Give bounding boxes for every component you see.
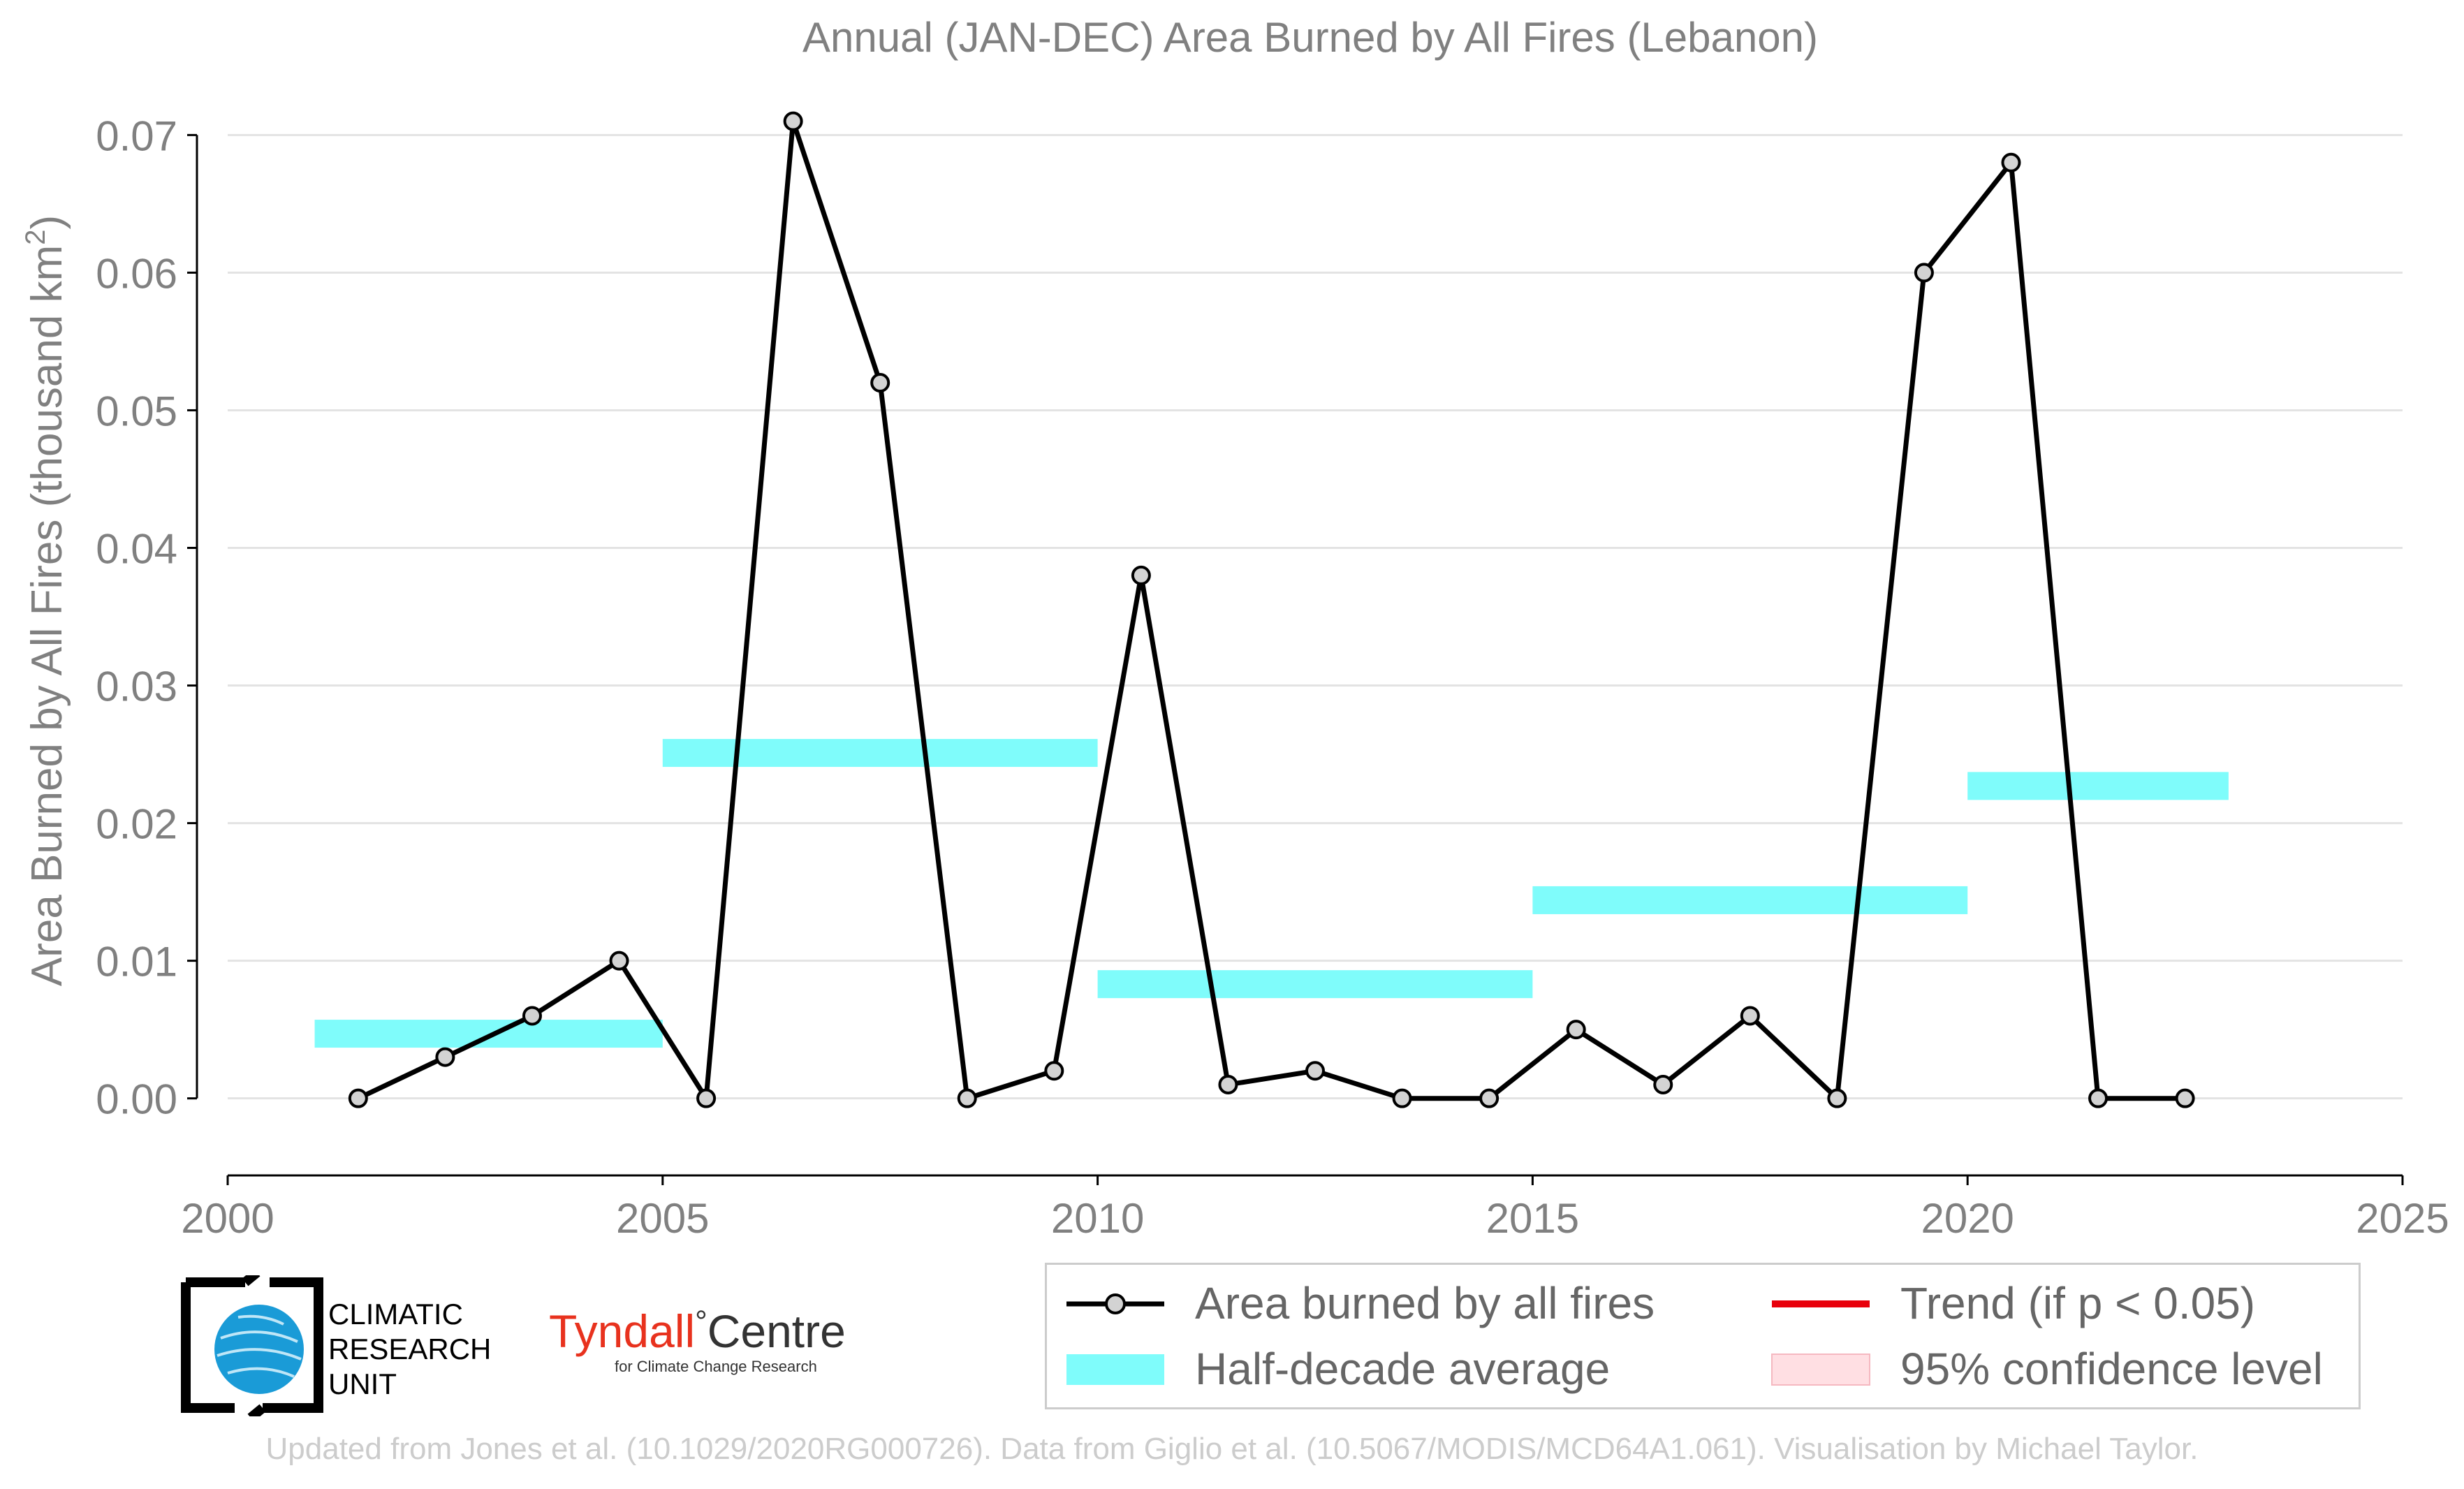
- data-point: [1044, 1061, 1064, 1081]
- data-point: [1218, 1074, 1238, 1094]
- data-point: [1653, 1074, 1673, 1094]
- legend-label-trend: Trend (if p < 0.05): [1900, 1278, 2256, 1328]
- data-point: [1827, 1088, 1847, 1108]
- y-tick-label: 0.04: [96, 525, 177, 572]
- tyndall-subtitle: for Climate Change Research: [615, 1358, 817, 1375]
- half-decade-bar: [1967, 772, 2229, 800]
- cru-logo-mark: [181, 1268, 323, 1422]
- x-tick-label: 2000: [181, 1195, 274, 1242]
- y-tick-label: 0.03: [96, 663, 177, 710]
- x-tick-label: 2025: [2356, 1195, 2449, 1242]
- x-tick-label: 2020: [1921, 1195, 2014, 1242]
- y-tick-label: 0.01: [96, 939, 177, 985]
- data-point: [696, 1088, 717, 1108]
- data-point: [1566, 1020, 1586, 1040]
- legend-swatches: [1066, 1293, 1870, 1386]
- data-point: [957, 1088, 977, 1108]
- tyndall-centre: Centre: [707, 1305, 846, 1357]
- chart-plot: Annual (JAN-DEC) Area Burned by All Fire…: [20, 14, 2449, 1242]
- half-decade-bar: [662, 739, 1098, 768]
- tyndall-degree: °: [695, 1305, 707, 1339]
- data-point: [435, 1047, 455, 1067]
- legend-swatch-marker: [1105, 1293, 1126, 1314]
- cru-text-line1: CLIMATIC: [328, 1298, 463, 1330]
- data-point: [1740, 1006, 1760, 1026]
- legend-swatch-half-decade: [1066, 1354, 1164, 1385]
- half-decade-bar: [1532, 886, 1968, 914]
- data-point: [2175, 1088, 2195, 1108]
- tyndall-main: Tyndall: [549, 1305, 696, 1357]
- data-point: [348, 1088, 368, 1108]
- legend: Area burned by all fires Trend (if p < 0…: [1045, 1263, 2361, 1409]
- y-tick-label: 0.07: [96, 112, 177, 159]
- footer-credits: Updated from Jones et al. (10.1029/2020R…: [265, 1432, 2199, 1466]
- data-point: [1392, 1088, 1412, 1108]
- data-point: [2088, 1088, 2109, 1108]
- data-point: [1479, 1088, 1499, 1108]
- data-point: [783, 111, 803, 131]
- data-point: [1305, 1061, 1325, 1081]
- series-line: [357, 119, 2185, 1101]
- x-tick-label: 2010: [1051, 1195, 1144, 1242]
- y-tick-label: 0.00: [96, 1076, 177, 1123]
- data-point: [609, 951, 629, 971]
- half-decade-bar: [1097, 970, 1533, 999]
- tyndall-logo: Tyndall°Centre: [549, 1305, 846, 1358]
- legend-label-confidence: 95% confidence level: [1900, 1344, 2323, 1394]
- cru-text-line2: RESEARCH: [328, 1333, 492, 1365]
- y-axis-label: Area Burned by All Fires (thousand km2): [20, 215, 71, 986]
- cru-logo: [179, 1268, 409, 1422]
- x-tick-label: 2015: [1486, 1195, 1579, 1242]
- legend-swatch-confidence: [1771, 1354, 1870, 1386]
- y-tick-label: 0.02: [96, 801, 177, 848]
- half-decade-bar: [314, 1020, 663, 1048]
- x-tick-label: 2005: [616, 1195, 709, 1242]
- legend-label-half-decade: Half-decade average: [1195, 1344, 1611, 1394]
- cru-text-line3: UNIT: [328, 1367, 397, 1400]
- data-point: [870, 373, 890, 393]
- chart-title: Annual (JAN-DEC) Area Burned by All Fire…: [802, 14, 1818, 61]
- y-tick-label: 0.05: [96, 388, 177, 434]
- legend-label-area-burned: Area burned by all fires: [1195, 1278, 1655, 1328]
- y-tick-label: 0.06: [96, 250, 177, 297]
- data-point: [1131, 565, 1151, 585]
- data-point: [1914, 263, 1934, 283]
- data-point: [522, 1006, 542, 1026]
- data-point: [2001, 152, 2021, 173]
